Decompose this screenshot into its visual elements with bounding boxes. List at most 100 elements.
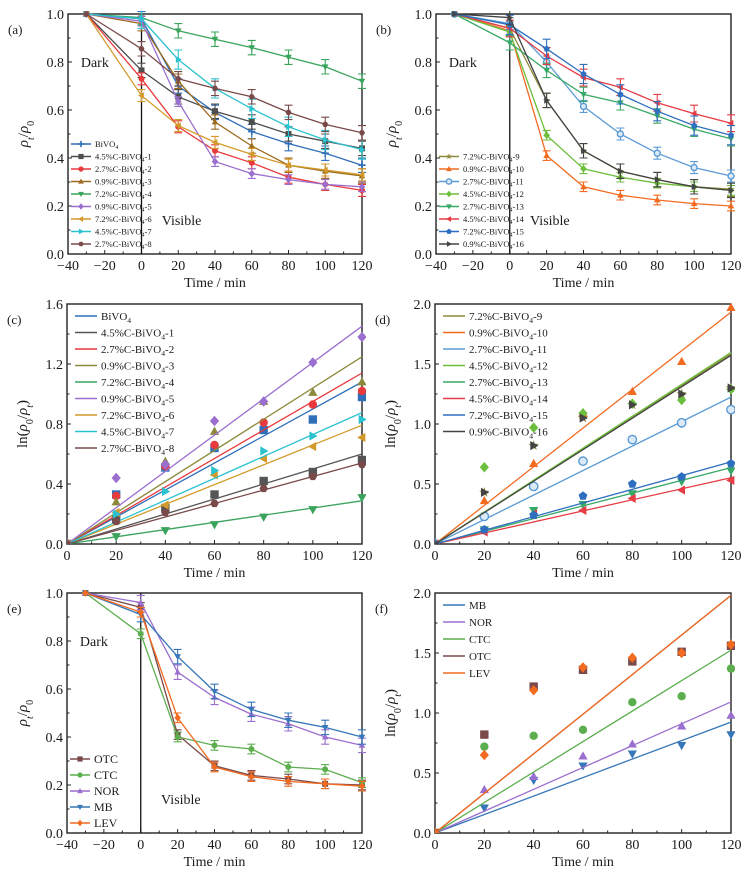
data-point [358, 161, 366, 169]
data-point [321, 149, 329, 157]
data-point [209, 521, 220, 530]
data-point [259, 476, 268, 486]
data-point [285, 161, 291, 169]
legend-label: MB [94, 800, 113, 814]
x-tick-label: −20 [462, 259, 484, 274]
x-tick-label: 120 [721, 838, 742, 853]
panel-label: (b) [376, 22, 391, 37]
legend-item: MB [70, 800, 113, 814]
y-tick-label: 1.0 [47, 8, 65, 23]
legend-marker [446, 190, 452, 198]
y-tick-label: 1.0 [415, 8, 433, 23]
legend-marker [445, 178, 453, 185]
panel-label: (f) [375, 601, 388, 616]
data-point [726, 710, 735, 719]
x-tick-label: 0 [138, 259, 145, 274]
legend-label: MB [469, 600, 486, 612]
data-point [174, 654, 181, 661]
fit-line [435, 649, 732, 833]
y-tick-label: 0.8 [47, 56, 65, 71]
series-7.2%C-BiVO4-15 [435, 458, 735, 544]
fit-line [435, 701, 732, 833]
legend-label: 4.5%C-BiVO4-14 [469, 393, 548, 408]
legend-item: 4.5%C-BiVO4-14 [439, 214, 525, 226]
panel-label: (a) [8, 22, 22, 37]
legend-item: 0.9%C-BiVO4-3 [75, 360, 175, 375]
data-point [654, 107, 661, 114]
data-point [286, 123, 292, 131]
legend-marker [78, 178, 84, 184]
legend-label: 7.2%C-BiVO4-6 [101, 410, 175, 425]
data-point [726, 639, 735, 650]
data-point [357, 432, 366, 443]
data-point [321, 166, 328, 174]
legend-label: 2.7%C-BiVO4-2 [101, 344, 174, 359]
data-point [452, 11, 458, 18]
data-point [435, 827, 440, 833]
data-point [308, 467, 318, 477]
x-tick-label: 40 [208, 838, 222, 853]
y-tick-label: 0.4 [46, 731, 64, 746]
legend-marker [77, 819, 83, 827]
series-OTC [82, 590, 366, 791]
legend-item: LEV [70, 816, 118, 830]
x-tick-label: −40 [425, 259, 447, 274]
data-point [726, 404, 735, 415]
data-point [161, 503, 170, 513]
data-point [678, 389, 687, 399]
y-tick-label: 0.2 [415, 200, 433, 215]
legend-label: 2.7%C-BiVO4-11 [469, 344, 547, 359]
data-point [138, 75, 145, 82]
data-point [308, 441, 317, 452]
legend-marker [446, 241, 452, 247]
legend-label: LEV [469, 668, 490, 680]
legend-label: 2.7%C-BiVO4-8 [95, 239, 152, 251]
x-tick-label: 60 [208, 549, 222, 564]
data-point [529, 422, 539, 433]
series-7.2%C-BiVO4-4 [83, 11, 366, 89]
data-point [357, 460, 366, 469]
legend-label: 2.7%C-BiVO4-8 [101, 443, 175, 458]
data-point [627, 434, 638, 445]
x-tick-label: 80 [625, 549, 639, 564]
x-tick-label: 20 [540, 259, 554, 274]
data-point [580, 70, 587, 77]
data-point [175, 76, 182, 82]
series-7.2%C-BiVO4-6 [82, 11, 366, 182]
legend-item: BiVO4 [75, 311, 131, 325]
data-point [259, 396, 269, 407]
legend-label: 7.2%C-BiVO4-15 [469, 410, 548, 425]
series-0.9%C-BiVO4-16 [435, 354, 735, 544]
x-axis-label: Time / min [553, 276, 615, 291]
data-point [578, 725, 588, 734]
legend-item: 2.7%C-BiVO4-13 [439, 201, 524, 214]
data-point [677, 692, 686, 701]
legend-label: 2.7%C-BiVO4-11 [463, 176, 524, 188]
data-point [211, 763, 218, 771]
data-point [358, 782, 366, 790]
data-point [676, 417, 687, 428]
data-point [627, 479, 637, 488]
legend-item: 0.9%C-BiVO4-5 [75, 393, 175, 408]
legend-marker [446, 228, 452, 234]
legend-marker [77, 804, 83, 810]
x-tick-label: −20 [94, 259, 116, 274]
legend-marker [78, 216, 84, 222]
data-point [248, 119, 255, 125]
data-point [578, 505, 587, 516]
data-point [581, 147, 587, 155]
y-tick-label: 0.2 [47, 200, 65, 215]
visible-annotation: Visible [530, 214, 570, 229]
legend-item: OTC [443, 651, 491, 663]
data-point [308, 357, 318, 368]
x-tick-label: 80 [650, 259, 664, 274]
data-point [359, 130, 365, 136]
x-tick-label: 40 [158, 549, 172, 564]
data-point [322, 766, 329, 773]
legend-item: 2.7%C-BiVO4-2 [75, 344, 174, 359]
data-point [579, 102, 588, 111]
series-layer [450, 11, 735, 212]
y-tick-label: 0.4 [47, 152, 65, 167]
data-point [479, 784, 489, 794]
data-point [211, 742, 218, 749]
